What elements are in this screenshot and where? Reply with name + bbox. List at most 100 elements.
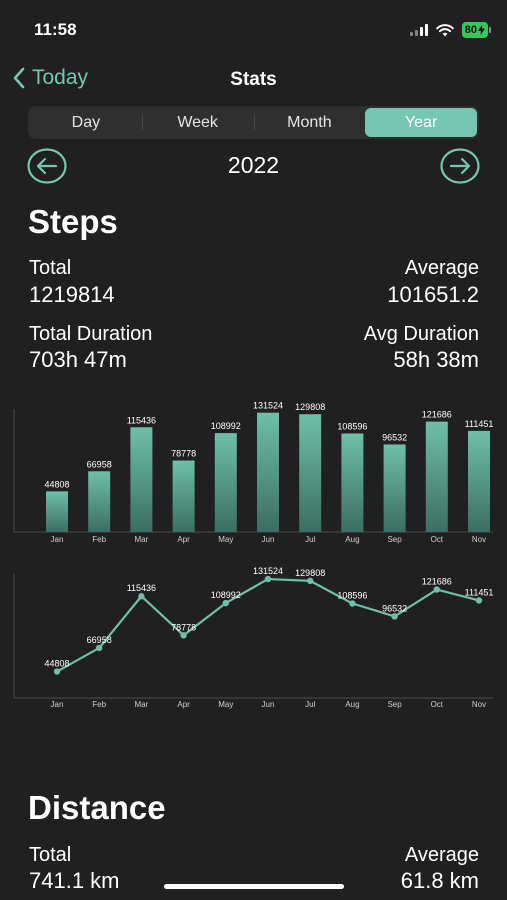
- battery-percent: 80: [464, 24, 477, 36]
- steps-avg-duration-value: 58h 38m: [393, 347, 479, 372]
- steps-average-value: 101651.2: [387, 282, 479, 307]
- cellular-signal-icon: [409, 24, 428, 36]
- distance-average-value: 61.8 km: [400, 868, 479, 893]
- home-indicator[interactable]: [164, 884, 344, 889]
- bar-x-tick-label: Mar: [135, 535, 149, 544]
- battery-indicator: 80: [461, 22, 491, 38]
- bar-value-label: 96532: [382, 432, 407, 442]
- distance-title: Distance: [28, 789, 166, 826]
- line-point-may: [222, 599, 229, 607]
- line-point-apr: [180, 632, 187, 639]
- bar-x-tick-label: Jun: [262, 535, 275, 544]
- bar-value-label: 111451: [465, 419, 494, 429]
- bar-aug: [341, 433, 364, 532]
- line-x-tick-label: Sep: [387, 700, 402, 709]
- bar-value-label: 129808: [295, 402, 325, 412]
- bar-value-label: 108596: [337, 421, 367, 431]
- line-value-label: 129808: [295, 568, 325, 578]
- segment-day[interactable]: Day: [71, 113, 101, 131]
- line-x-tick-label: Jun: [262, 700, 275, 709]
- line-x-tick-label: Oct: [431, 700, 444, 709]
- line-point-sep: [391, 613, 398, 620]
- steps-bar-chart: 44808 Jan 66958 Feb 115436 Mar 78778 Apr 108992 M…: [0, 395, 507, 545]
- back-button[interactable]: Today: [12, 66, 88, 90]
- bar-x-tick-label: Aug: [345, 535, 359, 544]
- bar-value-label: 108992: [211, 421, 241, 431]
- bar-value-label: 131524: [253, 401, 283, 411]
- line-x-tick-label: Mar: [135, 700, 149, 709]
- bar-value-label: 115436: [127, 415, 156, 425]
- segment-year[interactable]: Year: [365, 108, 477, 137]
- chevron-left-icon: [13, 67, 25, 89]
- bar-jun: [257, 412, 279, 532]
- distance-total-label: Total: [29, 844, 72, 866]
- bar-x-tick-label: Apr: [177, 535, 190, 544]
- status-icons: 80: [409, 22, 491, 38]
- line-point-aug: [349, 600, 356, 607]
- steps-total-duration-value: 703h 47m: [29, 347, 127, 372]
- segment-week[interactable]: Week: [141, 108, 254, 137]
- status-time: 11:58: [34, 20, 77, 39]
- steps-line-chart: 44808 Jan 66958 Feb 115436 Mar 78778 Apr 108992 M…: [0, 560, 507, 715]
- steps-avg-duration-label: Avg Duration: [363, 323, 479, 345]
- line-point-mar: [138, 593, 145, 600]
- steps-total-duration-label: Total Duration: [29, 323, 153, 345]
- line-point-nov: [475, 597, 483, 604]
- year-selector: 2022: [0, 148, 507, 186]
- back-button-label: Today: [32, 66, 89, 89]
- bar-x-tick-label: May: [218, 535, 233, 544]
- wifi-icon: [435, 23, 454, 36]
- line-x-tick-label: May: [218, 700, 233, 709]
- bar-value-label: 44808: [44, 479, 69, 489]
- bar-value-label: 121686: [422, 410, 452, 420]
- line-point-jul: [307, 577, 314, 585]
- steps-line-chart-svg: 44808 Jan 66958 Feb 115436 Mar 78778 Apr 108992 M…: [13, 566, 494, 709]
- bar-mar: [130, 427, 153, 532]
- line-x-tick-label: Feb: [92, 700, 106, 709]
- steps-bar-chart-svg: 44808 Jan 66958 Feb 115436 Mar 78778 Apr 108992 M…: [13, 401, 494, 544]
- line-value-label: 121686: [422, 577, 452, 587]
- distance-total-value: 741.1 km: [29, 868, 120, 893]
- arrow-left-circle-icon[interactable]: [27, 148, 67, 184]
- line-value-label: 131524: [253, 566, 283, 576]
- line-value-label: 44808: [44, 659, 69, 669]
- page-title: Stats: [230, 69, 277, 90]
- line-x-tick-label: Apr: [177, 700, 190, 709]
- line-x-tick-label: Jan: [51, 700, 64, 709]
- segment-month[interactable]: Month: [253, 108, 366, 137]
- line-value-label: 96532: [382, 603, 407, 613]
- steps-line-series: [56, 577, 480, 673]
- line-value-label: 78778: [171, 622, 196, 632]
- line-point-oct: [433, 586, 440, 593]
- line-x-tick-label: Aug: [345, 700, 359, 709]
- bar-jul: [299, 414, 322, 532]
- line-value-label: 108992: [211, 590, 241, 600]
- arrow-right-circle-icon[interactable]: [440, 148, 480, 184]
- bar-x-tick-label: Nov: [472, 535, 486, 544]
- line-x-tick-label: Jul: [305, 700, 315, 709]
- line-value-label: 111451: [465, 587, 494, 597]
- line-x-tick-label: Nov: [472, 700, 486, 709]
- charging-bolt-icon: [478, 25, 485, 35]
- line-point-jun: [264, 575, 272, 583]
- line-value-label: 66958: [87, 635, 112, 645]
- bar-nov: [468, 430, 490, 532]
- bar-x-tick-label: Jan: [51, 535, 64, 544]
- bar-x-tick-label: Oct: [431, 535, 444, 544]
- steps-total-label: Total: [29, 257, 72, 279]
- line-point-jan: [53, 668, 61, 675]
- bar-jan: [46, 491, 68, 532]
- bar-sep: [383, 444, 406, 532]
- line-value-label: 108596: [337, 590, 367, 600]
- line-value-label: 115436: [127, 583, 156, 593]
- period-segmented-control: Day Week Month Year: [28, 106, 479, 139]
- bar-may: [214, 433, 237, 532]
- bar-value-label: 66958: [87, 459, 112, 469]
- distance-average-label: Average: [404, 844, 479, 866]
- line-point-feb: [96, 644, 103, 652]
- bar-apr: [172, 460, 195, 532]
- steps-average-label: Average: [404, 257, 479, 279]
- steps-total-value: 1219814: [29, 282, 115, 307]
- year-label: 2022: [227, 152, 280, 178]
